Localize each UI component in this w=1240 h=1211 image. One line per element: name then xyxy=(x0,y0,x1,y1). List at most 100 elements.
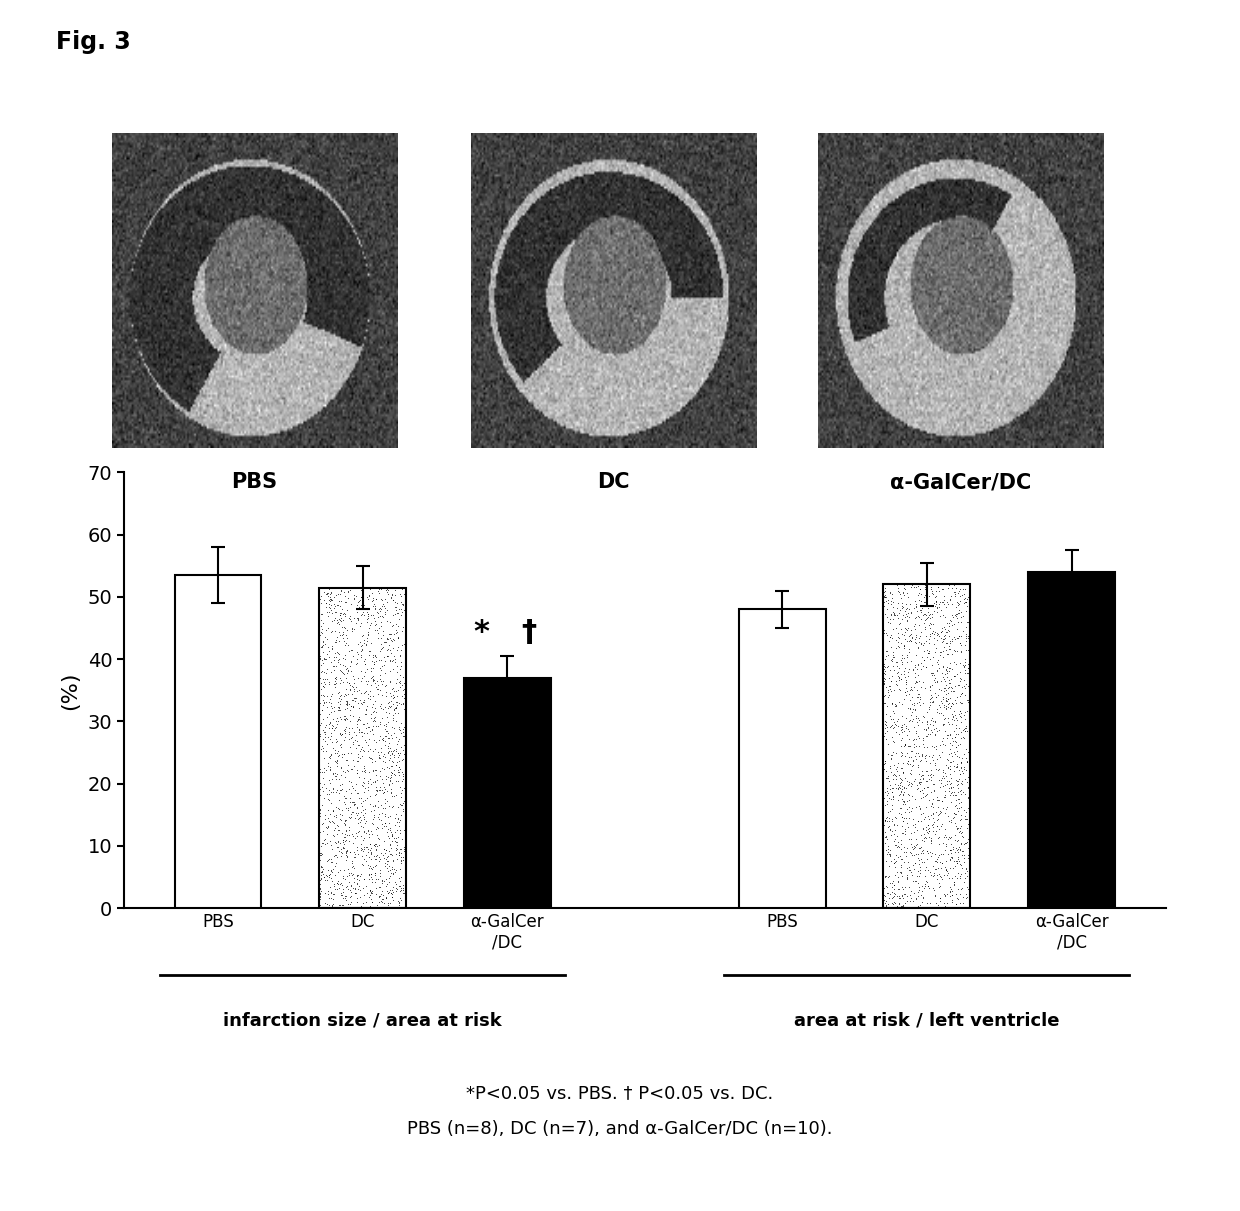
Point xyxy=(355,757,374,776)
Point xyxy=(357,587,377,607)
Point xyxy=(947,854,967,873)
Point xyxy=(342,677,362,696)
Point xyxy=(310,727,330,746)
Point xyxy=(906,820,926,839)
Point xyxy=(940,659,960,678)
Point xyxy=(894,763,914,782)
Point xyxy=(950,854,970,873)
Point xyxy=(944,808,963,827)
Point xyxy=(887,827,906,846)
Point xyxy=(329,833,348,853)
Point xyxy=(327,831,347,850)
Point xyxy=(882,649,901,668)
Point xyxy=(921,805,941,825)
Point xyxy=(371,699,391,718)
Point xyxy=(320,748,340,768)
Point xyxy=(895,825,915,844)
Point xyxy=(880,820,900,839)
Point xyxy=(946,737,966,757)
Point xyxy=(934,884,954,903)
Point xyxy=(391,721,410,740)
Point xyxy=(908,896,928,916)
Point xyxy=(942,678,962,698)
Point xyxy=(365,794,384,814)
Point xyxy=(321,596,341,615)
Point xyxy=(928,699,947,718)
Point xyxy=(893,716,913,735)
Point xyxy=(930,866,950,885)
Point xyxy=(384,723,404,742)
Point xyxy=(951,879,971,899)
Point xyxy=(940,725,960,745)
Point xyxy=(926,581,946,601)
Point xyxy=(924,647,944,666)
Point xyxy=(374,716,394,735)
Point xyxy=(378,856,398,876)
Point xyxy=(936,690,956,710)
Point xyxy=(928,809,947,828)
Point xyxy=(365,836,384,855)
Point xyxy=(376,857,396,877)
Point xyxy=(957,798,977,817)
Point xyxy=(321,836,341,855)
Point xyxy=(387,839,407,859)
Point xyxy=(929,695,949,714)
Point xyxy=(339,694,358,713)
Point xyxy=(343,647,363,666)
Point xyxy=(875,782,895,802)
Point xyxy=(324,610,343,630)
Point xyxy=(326,648,346,667)
Point xyxy=(941,660,961,679)
Point xyxy=(352,639,372,659)
Point xyxy=(396,610,415,630)
Point xyxy=(928,578,947,597)
Point xyxy=(387,838,407,857)
Point xyxy=(374,604,394,624)
Point xyxy=(923,581,942,601)
Point xyxy=(909,607,929,626)
Point xyxy=(396,837,415,856)
Point xyxy=(363,708,383,728)
Point xyxy=(892,670,911,689)
Point xyxy=(942,579,962,598)
Point xyxy=(916,578,936,597)
Point xyxy=(382,763,402,782)
Point xyxy=(341,773,361,792)
Point xyxy=(320,587,340,607)
Point xyxy=(388,816,408,836)
Point xyxy=(893,878,913,897)
Point xyxy=(332,724,352,744)
Point xyxy=(877,591,897,610)
Point xyxy=(330,896,350,916)
Point xyxy=(901,706,921,725)
Point xyxy=(889,889,909,908)
Point xyxy=(890,896,910,916)
Point xyxy=(882,894,901,913)
Point xyxy=(946,654,966,673)
Point xyxy=(345,842,365,861)
Point xyxy=(901,844,921,863)
Point xyxy=(337,662,357,682)
Point xyxy=(913,765,932,785)
Point xyxy=(371,607,391,626)
Point xyxy=(343,833,363,853)
Point xyxy=(326,769,346,788)
Point xyxy=(925,860,945,879)
Point xyxy=(880,614,900,633)
Point xyxy=(940,759,960,779)
Point xyxy=(388,627,408,647)
Point xyxy=(957,596,977,615)
Point xyxy=(919,819,939,838)
Point xyxy=(930,607,950,626)
Point xyxy=(885,619,905,638)
Point xyxy=(883,888,903,907)
Point xyxy=(372,685,392,705)
Point xyxy=(387,641,407,660)
Point xyxy=(892,863,911,883)
Point xyxy=(341,891,361,911)
Point xyxy=(960,785,980,804)
Point xyxy=(939,658,959,677)
Point xyxy=(386,604,405,624)
Point xyxy=(326,729,346,748)
Point xyxy=(956,761,976,780)
